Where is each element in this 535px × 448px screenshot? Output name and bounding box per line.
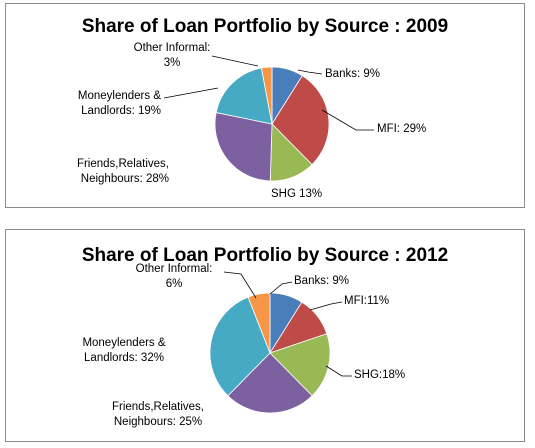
chart-panel-2009: Share of Loan Portfolio by Source : 2009… <box>5 3 525 208</box>
chart-panel-2012: Share of Loan Portfolio by Source : 2012… <box>5 229 525 442</box>
data-label: Moneylenders & Landlords: 32% <box>82 337 165 364</box>
slice-labels: Banks: 9% MFI: 29% SHG 13% Friends,Relative… <box>77 42 426 200</box>
leader-line <box>325 365 352 377</box>
data-label: Banks: 9% <box>325 68 380 80</box>
slice-labels: Banks: 9% MFI:11% SHG:18% Friends,Relatives… <box>82 263 405 428</box>
pie-slices <box>214 66 330 182</box>
pie-slice-mfi <box>271 75 330 166</box>
data-label: Banks: 9% <box>294 275 349 287</box>
data-label: Other Informal: 6% <box>136 263 213 290</box>
data-label: MFI: 29% <box>377 123 426 135</box>
pie-slice-shg <box>269 333 331 397</box>
pie-slice-friends-relatives-neighbours <box>214 112 273 182</box>
leader-line <box>163 87 219 99</box>
data-label: Friends,Relatives, Neighbours: 25% <box>112 401 204 428</box>
pie-chart-2012: Share of Loan Portfolio by Source : 2012… <box>82 245 448 428</box>
pie-slice-friends-relatives-neighbours <box>227 352 313 414</box>
data-label: MFI:11% <box>344 295 389 307</box>
pie-slice-other-informal <box>260 66 273 125</box>
data-label: Other Informal: 3% <box>134 42 211 69</box>
pie-slice-other-informal <box>247 292 271 354</box>
leader-line <box>211 55 259 67</box>
data-label: SHG 13% <box>271 188 322 200</box>
leader-line <box>321 109 374 131</box>
data-label: Friends,Relatives, Neighbours: 28% <box>77 158 169 185</box>
pie-slice-moneylenders-landlords <box>209 296 271 397</box>
leader-line <box>223 271 257 299</box>
leader-line <box>309 301 343 311</box>
chart-title: Share of Loan Portfolio by Source : 2012 <box>82 245 448 266</box>
leader-line <box>269 281 293 295</box>
pie-chart-2009: Share of Loan Portfolio by Source : 2009… <box>77 16 448 200</box>
data-label: SHG:18% <box>354 369 405 381</box>
pie-slices <box>209 292 331 414</box>
leader-line <box>297 69 323 75</box>
chart-title: Share of Loan Portfolio by Source : 2009 <box>82 16 448 37</box>
pie-slice-moneylenders-landlords <box>215 67 273 125</box>
data-label: Moneylenders & Landlords: 19% <box>78 90 161 117</box>
